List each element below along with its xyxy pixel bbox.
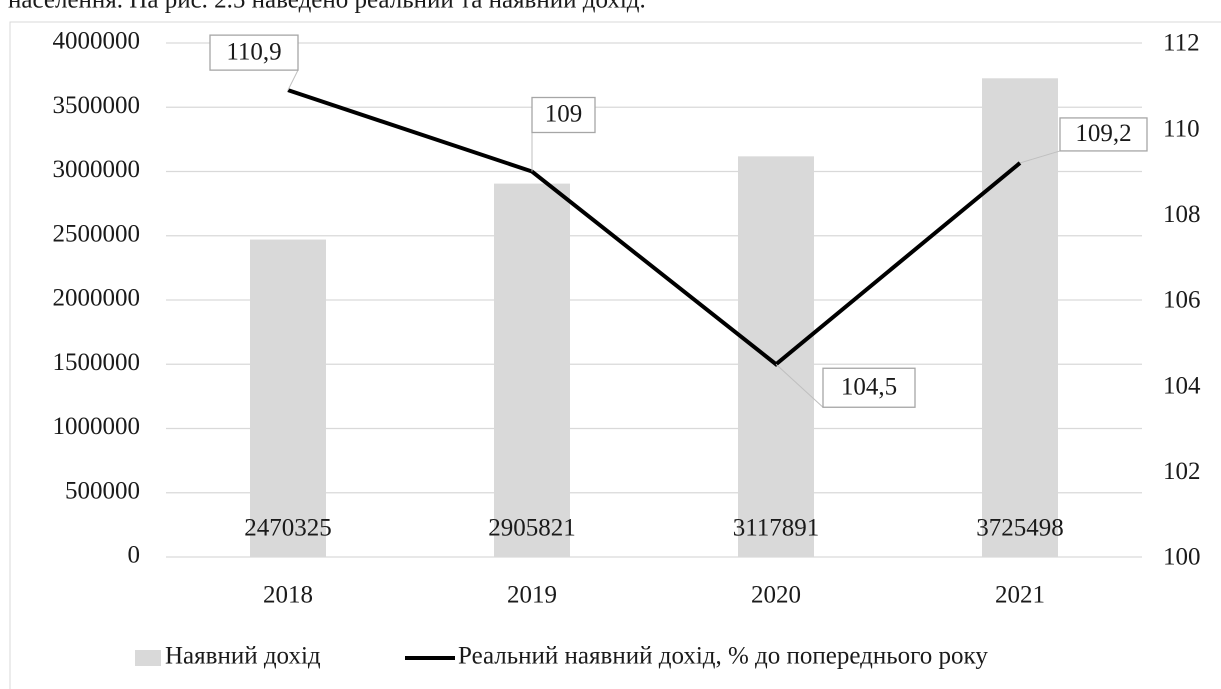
- callout-leader: [287, 69, 299, 91]
- legend-label: Наявний дохід: [165, 643, 321, 670]
- bar-value-label: 2905821: [488, 515, 576, 542]
- y2-tick-label: 102: [1163, 458, 1201, 485]
- y-tick-label: 500000: [65, 477, 140, 504]
- y-tick-label: 3000000: [53, 156, 141, 183]
- bar: [738, 156, 814, 557]
- line: [287, 88, 1022, 367]
- bar: [250, 239, 326, 557]
- y-tick-label: 3500000: [53, 92, 141, 119]
- data-label-box: [531, 96, 596, 134]
- y2-tick-label: 100: [1163, 544, 1201, 571]
- legend-swatch: [135, 650, 161, 666]
- bar: [982, 78, 1058, 558]
- line-value-label: 110,9: [226, 38, 281, 65]
- y2-tick-label: 108: [1163, 201, 1201, 228]
- y-tick-label: 2000000: [53, 285, 141, 312]
- x-tick-label: 2021: [995, 582, 1045, 609]
- y2-tick-label: 112: [1163, 30, 1200, 57]
- y2-tick-label: 106: [1163, 287, 1201, 314]
- data-label-box: [209, 34, 299, 71]
- y-tick-label: 0: [128, 542, 141, 569]
- legend-label: Реальний наявний дохід, % до попередньог…: [458, 643, 988, 670]
- bar-value-label: 2470325: [244, 515, 332, 542]
- y-tick-label: 1500000: [53, 349, 141, 376]
- bar-value-label: 3117891: [733, 515, 820, 542]
- x-tick-label: 2018: [263, 582, 313, 609]
- x-tick-label: 2020: [751, 582, 801, 609]
- bar: [494, 183, 570, 558]
- callout-leader: [1019, 150, 1061, 164]
- y-tick-label: 4000000: [53, 28, 141, 55]
- y2-tick-label: 104: [1163, 372, 1201, 399]
- bar-value-label: 3725498: [976, 515, 1064, 542]
- caption: населення. На рис. 2.5 наведено реальний…: [8, 0, 646, 14]
- y-tick-label: 2500000: [53, 220, 141, 247]
- line-value-label: 104,5: [841, 373, 897, 400]
- line-value-label: 109: [545, 101, 583, 128]
- x-tick-label: 2019: [507, 582, 557, 609]
- y2-tick-label: 110: [1163, 115, 1200, 142]
- data-label-box: [822, 367, 916, 408]
- callout-leader: [775, 363, 824, 408]
- line-value-label: 109,2: [1075, 120, 1131, 147]
- data-label-box: [1059, 117, 1148, 152]
- y-tick-label: 1000000: [53, 413, 141, 440]
